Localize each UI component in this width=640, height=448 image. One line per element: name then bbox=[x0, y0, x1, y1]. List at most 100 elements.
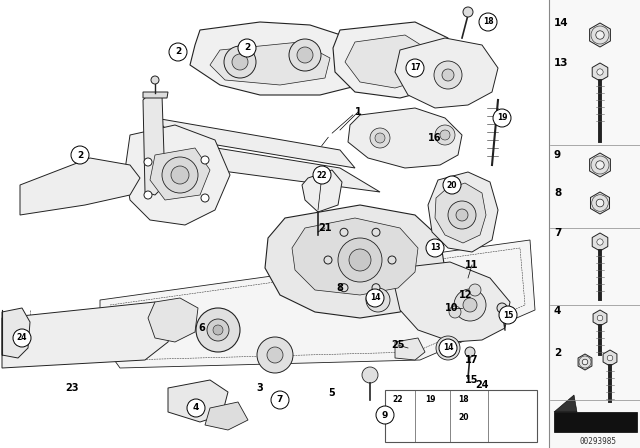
Polygon shape bbox=[402, 392, 412, 404]
Circle shape bbox=[213, 325, 223, 335]
Text: 9: 9 bbox=[382, 410, 388, 419]
Circle shape bbox=[597, 239, 603, 245]
Circle shape bbox=[297, 47, 313, 63]
FancyBboxPatch shape bbox=[549, 0, 640, 448]
Polygon shape bbox=[463, 397, 477, 413]
Text: 10: 10 bbox=[445, 303, 459, 313]
Circle shape bbox=[224, 46, 256, 78]
Circle shape bbox=[596, 161, 604, 169]
Circle shape bbox=[469, 284, 481, 296]
Polygon shape bbox=[435, 183, 486, 243]
Text: 11: 11 bbox=[465, 260, 479, 270]
Circle shape bbox=[448, 201, 476, 229]
Text: 14: 14 bbox=[443, 344, 453, 353]
Circle shape bbox=[373, 295, 383, 305]
Text: 2: 2 bbox=[244, 43, 250, 52]
Text: 21: 21 bbox=[318, 223, 332, 233]
Circle shape bbox=[144, 158, 152, 166]
Text: 22: 22 bbox=[317, 171, 327, 180]
Circle shape bbox=[456, 209, 468, 221]
Circle shape bbox=[232, 54, 248, 70]
Text: 9: 9 bbox=[554, 150, 561, 160]
Polygon shape bbox=[155, 138, 380, 192]
Circle shape bbox=[436, 336, 460, 360]
Circle shape bbox=[596, 31, 604, 39]
Polygon shape bbox=[345, 35, 432, 88]
Polygon shape bbox=[333, 22, 452, 98]
Text: 7: 7 bbox=[277, 396, 283, 405]
Circle shape bbox=[238, 39, 256, 57]
Circle shape bbox=[375, 133, 385, 143]
Text: 19: 19 bbox=[497, 113, 508, 122]
Polygon shape bbox=[143, 95, 165, 195]
Circle shape bbox=[370, 128, 390, 148]
Polygon shape bbox=[554, 395, 577, 412]
Polygon shape bbox=[591, 192, 609, 214]
Polygon shape bbox=[306, 228, 340, 258]
Polygon shape bbox=[395, 38, 498, 108]
Circle shape bbox=[372, 228, 380, 236]
Circle shape bbox=[71, 146, 89, 164]
Text: 15: 15 bbox=[465, 375, 479, 385]
Polygon shape bbox=[593, 310, 607, 326]
Polygon shape bbox=[292, 218, 418, 295]
Circle shape bbox=[366, 288, 390, 312]
Text: 22: 22 bbox=[392, 395, 403, 404]
Text: 12: 12 bbox=[460, 290, 473, 300]
Circle shape bbox=[151, 76, 159, 84]
Circle shape bbox=[493, 109, 511, 127]
Circle shape bbox=[376, 406, 394, 424]
Polygon shape bbox=[190, 22, 370, 95]
Circle shape bbox=[201, 194, 209, 202]
Text: 4: 4 bbox=[193, 404, 199, 413]
Circle shape bbox=[607, 355, 613, 361]
Polygon shape bbox=[395, 262, 510, 342]
Circle shape bbox=[207, 319, 229, 341]
Text: 16: 16 bbox=[428, 133, 442, 143]
Circle shape bbox=[324, 256, 332, 264]
Circle shape bbox=[349, 249, 371, 271]
Circle shape bbox=[187, 399, 205, 417]
Text: 18: 18 bbox=[458, 395, 468, 404]
Polygon shape bbox=[302, 170, 342, 212]
Circle shape bbox=[463, 298, 477, 312]
Polygon shape bbox=[143, 92, 168, 98]
Text: 18: 18 bbox=[483, 17, 493, 26]
Circle shape bbox=[439, 339, 457, 357]
Circle shape bbox=[426, 239, 444, 257]
Polygon shape bbox=[578, 354, 592, 370]
Circle shape bbox=[465, 347, 475, 357]
Text: 8: 8 bbox=[554, 188, 561, 198]
Circle shape bbox=[463, 7, 473, 17]
Polygon shape bbox=[348, 108, 462, 168]
Circle shape bbox=[372, 284, 380, 292]
Text: 14: 14 bbox=[554, 18, 568, 28]
Text: 24: 24 bbox=[17, 333, 28, 343]
Polygon shape bbox=[589, 153, 611, 177]
Circle shape bbox=[201, 156, 209, 164]
Circle shape bbox=[196, 308, 240, 352]
Polygon shape bbox=[554, 412, 637, 432]
Circle shape bbox=[499, 306, 517, 324]
Polygon shape bbox=[210, 42, 330, 85]
Circle shape bbox=[144, 191, 152, 199]
Circle shape bbox=[435, 125, 455, 145]
Polygon shape bbox=[589, 23, 611, 47]
Polygon shape bbox=[428, 172, 498, 252]
Circle shape bbox=[596, 199, 604, 207]
Circle shape bbox=[497, 303, 507, 313]
Circle shape bbox=[162, 157, 198, 193]
Circle shape bbox=[388, 256, 396, 264]
Text: 14: 14 bbox=[370, 293, 380, 302]
Text: 13: 13 bbox=[554, 58, 568, 68]
Circle shape bbox=[442, 69, 454, 81]
Polygon shape bbox=[125, 125, 230, 225]
Text: 24: 24 bbox=[476, 380, 489, 390]
Text: 20: 20 bbox=[458, 413, 468, 422]
Circle shape bbox=[467, 402, 473, 408]
Circle shape bbox=[434, 61, 462, 89]
Circle shape bbox=[597, 315, 603, 321]
Circle shape bbox=[289, 39, 321, 71]
Circle shape bbox=[340, 284, 348, 292]
Text: 6: 6 bbox=[198, 323, 205, 333]
